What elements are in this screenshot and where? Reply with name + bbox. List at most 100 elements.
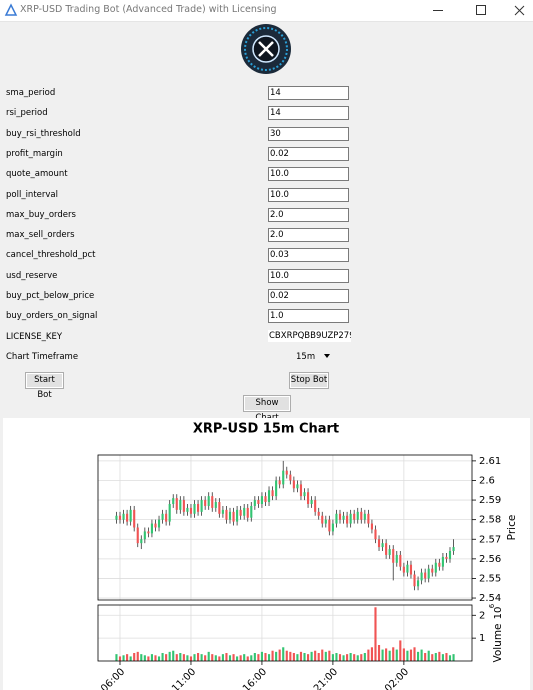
volume-bar xyxy=(136,651,139,661)
candle-body xyxy=(338,513,342,520)
candle-body xyxy=(296,484,299,489)
volume-bar xyxy=(118,656,122,661)
volume-bar xyxy=(299,651,303,661)
field-input[interactable]: 14 xyxy=(268,86,349,100)
field-label: poll_interval xyxy=(6,189,58,200)
volume-bar xyxy=(179,653,182,661)
volume-bar xyxy=(157,656,161,661)
volume-bar xyxy=(388,650,391,661)
candle-body xyxy=(193,503,196,514)
show-chart-button[interactable]: Show Chart xyxy=(243,395,291,423)
candle-body xyxy=(370,523,373,530)
volume-bar xyxy=(342,655,345,661)
candle-body xyxy=(292,480,295,489)
window-controls[interactable] xyxy=(423,0,533,21)
field-label: max_buy_orders xyxy=(6,209,76,220)
volume-bar xyxy=(310,651,313,661)
field-input[interactable]: 14 xyxy=(268,106,349,121)
field-input[interactable]: 2.0 xyxy=(268,228,349,243)
app-icon xyxy=(4,3,18,16)
candle-body xyxy=(299,484,303,497)
chart-background xyxy=(3,418,530,690)
y-tick-label: 2.58 xyxy=(479,515,501,526)
field-input[interactable]: 10.0 xyxy=(268,167,349,182)
candle-body xyxy=(267,490,271,503)
candle-body xyxy=(211,496,214,508)
candle-body xyxy=(175,498,178,510)
volume-bar xyxy=(193,654,196,661)
volume-bar xyxy=(303,653,306,661)
candle-body xyxy=(275,480,278,497)
field-input[interactable]: 1.0 xyxy=(268,309,349,324)
candle-body xyxy=(264,496,267,503)
candle-body xyxy=(353,513,356,520)
candle-body xyxy=(409,564,413,575)
volume-bar xyxy=(328,650,331,661)
candle-body xyxy=(236,509,239,522)
volume-bar xyxy=(165,654,168,661)
volume-panel-frame xyxy=(97,604,473,662)
candle-body xyxy=(317,511,320,516)
field-input[interactable]: 0.02 xyxy=(268,146,349,161)
volume-bar xyxy=(338,654,342,661)
volume-bar xyxy=(385,648,388,661)
candle-body xyxy=(179,500,182,510)
field-input[interactable]: 0.02 xyxy=(268,289,349,303)
field-label: cancel_threshold_pct xyxy=(6,250,96,261)
volume-bar xyxy=(207,651,210,661)
field-input[interactable]: 0.03 xyxy=(268,248,349,263)
candle-body xyxy=(388,549,391,555)
volume-bar xyxy=(321,649,324,661)
volume-bar xyxy=(434,653,437,661)
field-input[interactable]: 10.0 xyxy=(268,187,349,202)
volume-bar xyxy=(246,656,249,661)
candle-body xyxy=(197,503,200,512)
field-input[interactable]: 30 xyxy=(268,126,349,141)
volume-bar xyxy=(370,647,373,661)
candle-body xyxy=(246,507,249,518)
candle-body xyxy=(154,523,157,528)
candle-body xyxy=(172,498,175,504)
volume-bar xyxy=(140,654,143,661)
volume-bar xyxy=(282,647,285,661)
volume-bar xyxy=(161,653,164,661)
candle-body xyxy=(150,523,153,534)
volume-bar xyxy=(214,655,217,661)
field-input[interactable]: 2.0 xyxy=(268,207,349,222)
volume-bar xyxy=(374,607,377,661)
start-bot-button[interactable]: Start Bot xyxy=(25,372,64,400)
y2-tick-label: 2 xyxy=(479,610,485,621)
candle-body xyxy=(122,513,125,520)
volume-bar xyxy=(399,640,402,661)
field-input[interactable]: CBXRPQBB9UZP279GV xyxy=(268,329,351,342)
volume-bar xyxy=(278,649,281,661)
candle-body xyxy=(324,519,327,524)
candle-body xyxy=(431,568,434,573)
candle-body xyxy=(438,562,441,567)
volume-bar xyxy=(189,656,193,661)
volume-bar xyxy=(402,648,405,661)
volume-bar xyxy=(275,651,278,661)
volume-bar xyxy=(264,653,267,661)
candle-body xyxy=(349,513,352,524)
volume-bar xyxy=(324,651,327,661)
volume-bar xyxy=(377,645,381,661)
volume-bar xyxy=(349,653,352,661)
volume-bar xyxy=(225,653,228,661)
field-label: buy_orders_on_signal xyxy=(6,311,98,322)
timeframe-value: 15m xyxy=(296,352,316,362)
volume-bar xyxy=(392,647,395,661)
candle-body xyxy=(218,502,221,514)
candle-body xyxy=(377,539,381,548)
candle-body xyxy=(271,490,274,497)
candle-body xyxy=(207,496,210,506)
volume-bar xyxy=(147,656,150,661)
stop-bot-button[interactable]: Stop Bot xyxy=(289,372,329,389)
volume-bar xyxy=(417,651,420,661)
candle-body xyxy=(118,515,122,520)
field-input[interactable]: 10.0 xyxy=(268,268,349,283)
timeframe-combo[interactable]: 15m xyxy=(296,352,331,362)
volume-bar xyxy=(126,654,129,661)
candle-body xyxy=(186,507,189,512)
volume-bar xyxy=(452,654,455,661)
